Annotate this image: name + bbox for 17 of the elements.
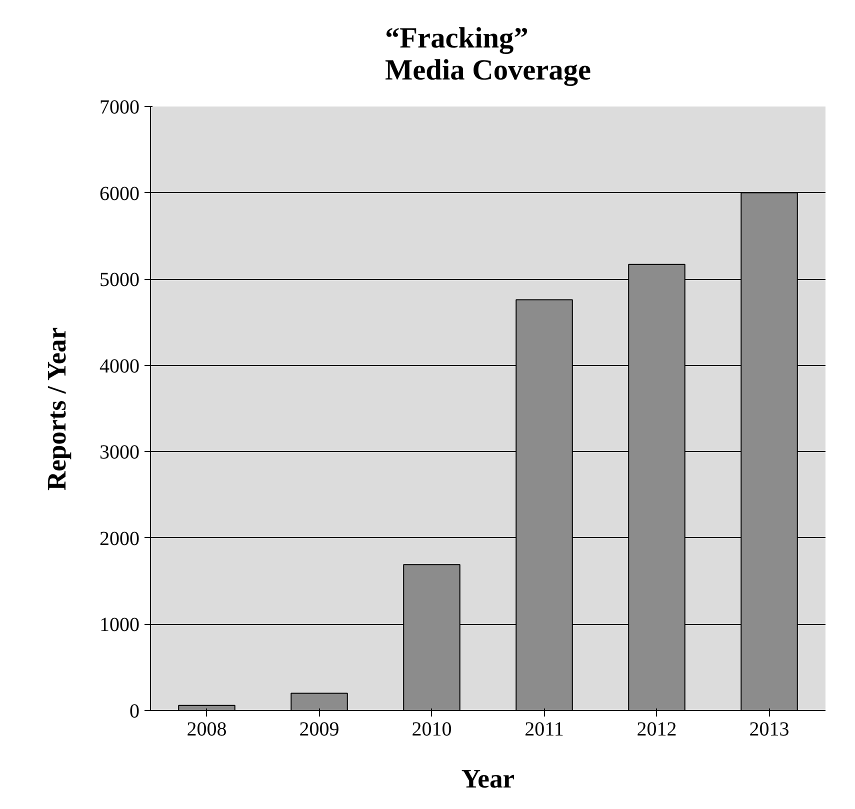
y-tick-label: 0 xyxy=(130,700,140,722)
x-tick-label: 2009 xyxy=(299,718,340,740)
x-tick-label: 2012 xyxy=(636,718,677,740)
y-tick-label: 2000 xyxy=(100,528,140,550)
y-tick-label: 3000 xyxy=(100,442,140,464)
chart-title: “Fracking” Media Coverage xyxy=(384,22,592,86)
x-tick-label: 2008 xyxy=(186,718,227,740)
y-tick-label: 1000 xyxy=(100,614,140,636)
y-axis-title: Reports / Year xyxy=(42,327,72,491)
y-tick-label: 5000 xyxy=(100,269,140,292)
y-tick-label: 7000 xyxy=(100,96,140,118)
y-tick-label: 6000 xyxy=(100,182,140,205)
x-tick-label: 2013 xyxy=(749,718,790,740)
x-tick-label: 2010 xyxy=(412,718,452,740)
x-tick-label: 2011 xyxy=(524,718,564,740)
y-tick-label: 4000 xyxy=(100,355,140,378)
x-axis-title: Year xyxy=(461,764,515,794)
